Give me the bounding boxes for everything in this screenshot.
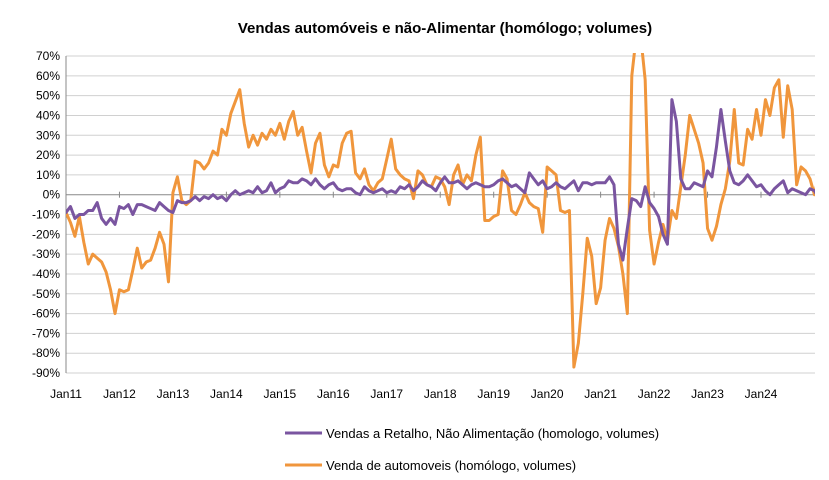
x-tick-label: Jan18 [424, 387, 457, 401]
series-line-retail [66, 98, 815, 262]
x-tick-label: Jan16 [317, 387, 350, 401]
y-tick-label: 70% [36, 49, 60, 63]
y-tick-label: 10% [36, 168, 60, 182]
series-lines [66, 53, 815, 369]
x-tick-label: Jan14 [210, 387, 243, 401]
gridlines [66, 55, 815, 374]
legend: Vendas a Retalho, Não Alimentação (homol… [285, 426, 659, 473]
y-tick-label: -90% [32, 366, 60, 380]
legend-label-retail: Vendas a Retalho, Não Alimentação (homol… [326, 426, 659, 441]
y-tick-label: -40% [32, 267, 60, 281]
x-tick-label: Jan23 [691, 387, 724, 401]
y-tick-label: -80% [32, 346, 60, 360]
x-tick-label: Jan17 [370, 387, 403, 401]
y-tick-label: -10% [32, 208, 60, 222]
x-tick-label: Jan22 [638, 387, 671, 401]
chart-title: Vendas automóveis e não-Alimentar (homól… [238, 20, 652, 37]
y-tick-label: -70% [32, 326, 60, 340]
legend-label-cars: Venda de automoveis (homólogo, volumes) [326, 458, 576, 473]
series-line-cars [66, 53, 815, 369]
y-tick-label: 0% [43, 188, 61, 202]
y-tick-label: -30% [32, 247, 60, 261]
y-tick-label: 50% [36, 89, 60, 103]
y-axis-tick-labels: 70% 60% 50% 40% 30% 20% 10% 0% -10% -20% -30% -40% -… [32, 49, 60, 380]
y-tick-label: -20% [32, 227, 60, 241]
y-tick-label: 30% [36, 128, 60, 142]
x-tick-label: Jan11 [50, 387, 82, 401]
y-tick-label: 20% [36, 148, 60, 162]
x-tick-label: Jan20 [531, 387, 564, 401]
y-tick-label: -50% [32, 287, 60, 301]
x-axis-tick-labels: Jan11 Jan12 Jan13 Jan14 Jan15 Jan16 Jan17 Jan18… [50, 387, 778, 401]
y-tick-label: 60% [36, 69, 60, 83]
x-tick-label: Jan13 [157, 387, 190, 401]
y-tick-label: 40% [36, 108, 60, 122]
x-tick-label: Jan19 [477, 387, 510, 401]
x-tick-label: Jan24 [745, 387, 778, 401]
x-tick-label: Jan15 [263, 387, 296, 401]
x-tick-label: Jan12 [103, 387, 136, 401]
x-tick-label: Jan21 [584, 387, 617, 401]
y-tick-label: -60% [32, 307, 60, 321]
